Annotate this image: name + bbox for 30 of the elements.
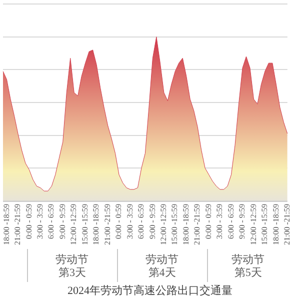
x-tick-label: 15:00 -15:59 xyxy=(260,204,270,245)
x-tick-label: 18:00 -18:59 xyxy=(92,204,101,245)
x-tick-label: 21:00 -21:59 xyxy=(13,204,22,245)
x-tick-label: 18:00 -18:59 xyxy=(271,204,280,245)
x-tick-label: 12:00 -12:59 xyxy=(248,204,258,245)
x-tick-label: 6:00 - 6:59 xyxy=(136,204,146,239)
x-tick-label: 9:00 - 9:59 xyxy=(148,204,157,239)
x-tick-label: 0:00 - 0:59 xyxy=(24,204,34,239)
x-tick-label: 3:00 - 3:59 xyxy=(215,204,224,239)
x-tick-label: 21:00 -21:59 xyxy=(282,204,292,245)
text: 劳动节第4天 xyxy=(146,252,179,279)
x-tick-label: 18:00 -18:59 xyxy=(2,204,11,245)
x-tick-label: 3:00 - 3:59 xyxy=(125,204,134,239)
text: 劳动节第5天 xyxy=(232,252,265,279)
x-tick-label: 15:00 -15:59 xyxy=(80,204,90,245)
x-tick-label: 21:00 -21:59 xyxy=(102,204,112,245)
text: 2024年劳动节高速公路出口交通量 xyxy=(68,284,232,297)
x-tick-label: 15:00 -15:59 xyxy=(170,204,180,245)
x-tick-label: 9:00 - 9:59 xyxy=(238,204,247,239)
x-tick-label: 12:00 -12:59 xyxy=(159,204,168,245)
x-tick-label: 0:00 - 0:59 xyxy=(114,204,124,239)
x-tick-label: 3:00 - 3:59 xyxy=(36,204,45,239)
x-tick-label: 12:00 -12:59 xyxy=(69,204,78,245)
text: 劳动节第3天 xyxy=(56,252,89,279)
x-tick-label: 6:00 - 6:59 xyxy=(46,204,56,239)
x-tick-label: 18:00 -18:59 xyxy=(181,204,190,245)
x-tick-label: 6:00 - 6:59 xyxy=(226,204,236,239)
x-tick-label: 9:00 - 9:59 xyxy=(58,204,67,239)
x-tick-label: 21:00 -21:59 xyxy=(192,204,202,245)
x-tick-label: 0:00 - 0:59 xyxy=(204,204,213,239)
